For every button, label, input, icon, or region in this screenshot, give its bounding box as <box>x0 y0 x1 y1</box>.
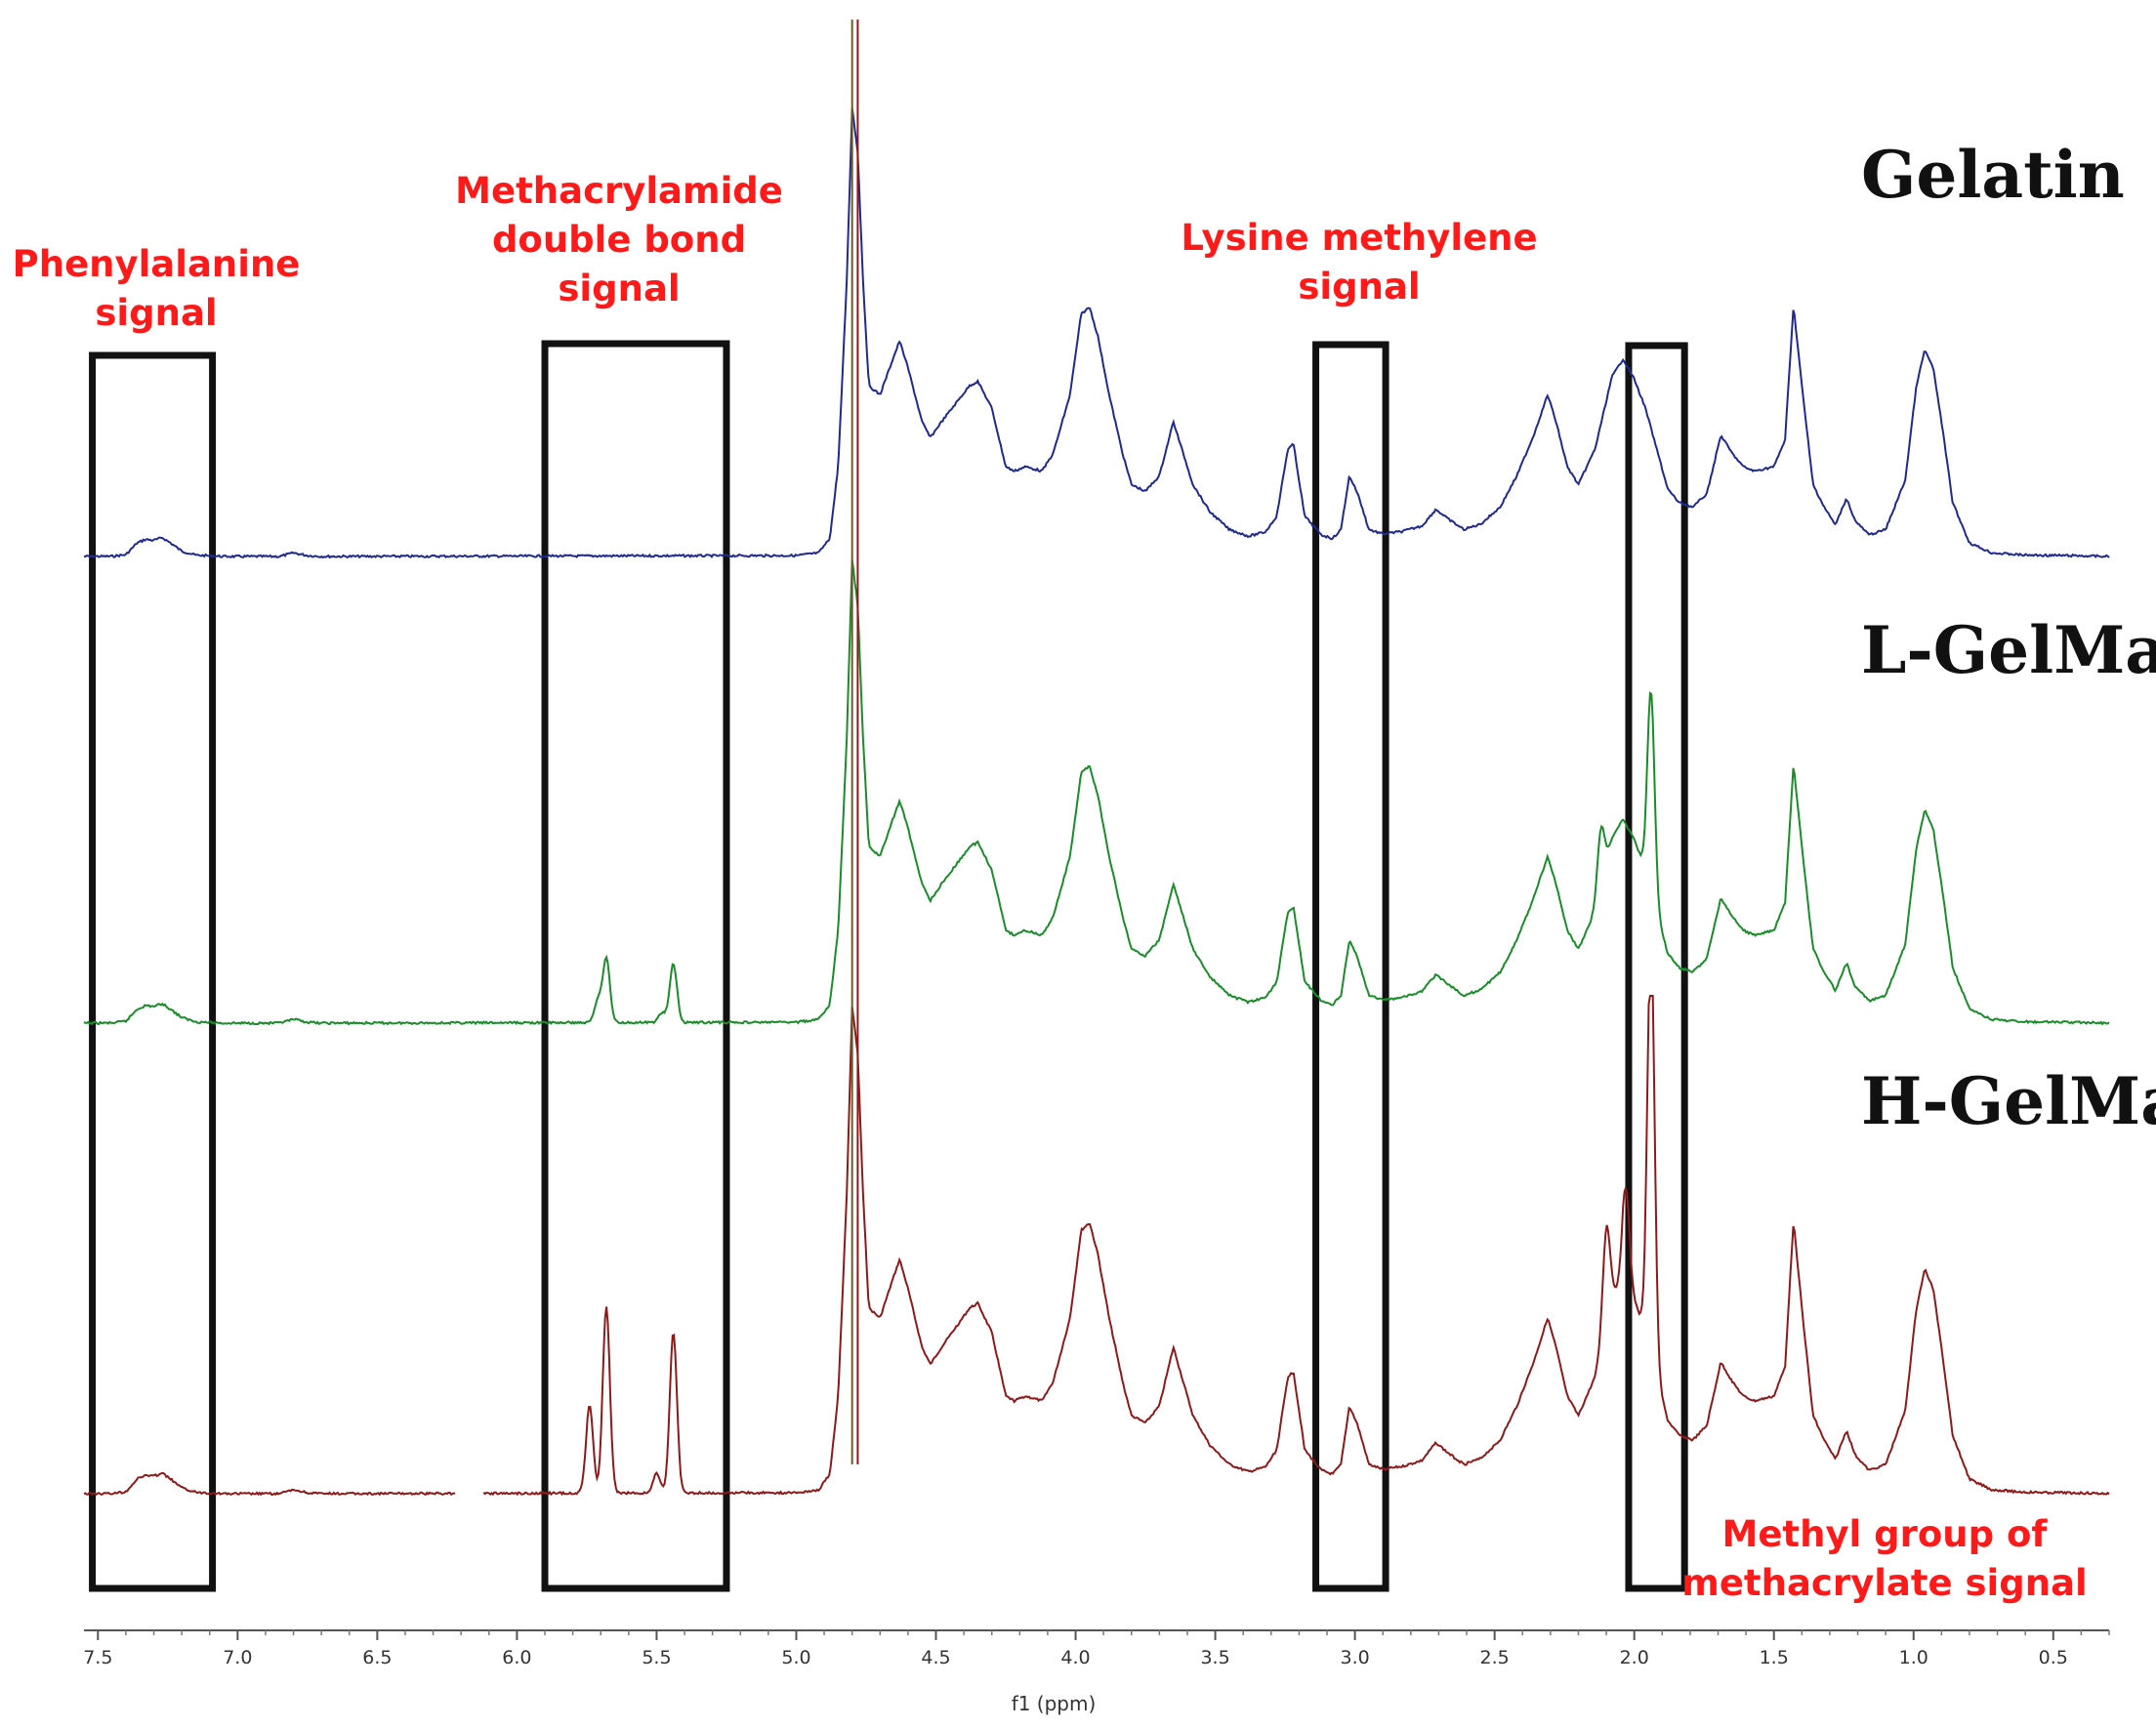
series-line-gelatin <box>83 108 2110 559</box>
x-tick-label: 7.0 <box>223 1647 252 1668</box>
series-line-h-gelma <box>83 995 2110 1497</box>
x-tick-label: 1.0 <box>1899 1647 1928 1668</box>
highlight-box <box>541 340 730 1592</box>
series-label-h-gelma: H-GelMa <box>1861 1063 2156 1139</box>
series-label-gelatin: Gelatin <box>1861 137 2125 213</box>
x-tick-label: 5.0 <box>781 1647 810 1668</box>
x-tick-label: 3.5 <box>1200 1647 1229 1668</box>
x-tick-label: 2.0 <box>1620 1647 1649 1668</box>
annotation-text: Methacrylamide <box>455 170 783 212</box>
spectrum-traces <box>83 20 2110 1497</box>
x-tick-label: 5.5 <box>642 1647 671 1668</box>
x-tick-label: 4.0 <box>1060 1647 1090 1668</box>
x-tick-label: 4.5 <box>921 1647 950 1668</box>
annotation-text: Lysine methylene <box>1181 217 1537 259</box>
annotation-text: Phenylalanine <box>13 243 301 285</box>
x-axis-ticks: 7.5 7.0 6.5 6.0 5.5 5.0 4.5 4.0 3.5 3.0 2.5 2.0 1.5 1… <box>83 1630 2110 1668</box>
x-tick-label: 2.5 <box>1480 1647 1510 1668</box>
x-tick-label: 6.5 <box>362 1647 392 1668</box>
x-tick-label: 7.5 <box>83 1647 112 1668</box>
annotation-text: methacrylate signal <box>1681 1562 2087 1604</box>
series-label-l-gelma: L-GelMa <box>1861 612 2156 688</box>
highlight-boxes <box>89 340 1688 1592</box>
annotation-text: Methyl group of <box>1722 1513 2049 1555</box>
x-tick-label: 0.5 <box>2039 1647 2068 1668</box>
x-tick-label: 6.0 <box>502 1647 531 1668</box>
x-axis-label: f1 (ppm) <box>1012 1692 1097 1715</box>
x-tick-label: 1.5 <box>1760 1647 1789 1668</box>
highlight-box <box>89 351 217 1592</box>
highlight-box <box>1625 342 1688 1592</box>
highlight-box <box>1312 341 1389 1592</box>
annotation-text: signal <box>558 267 680 309</box>
annotations: Phenylalanine signal Methacrylamide double … <box>13 170 2088 1604</box>
annotation-text: signal <box>95 292 217 334</box>
series-line-l-gelma <box>83 559 2110 1026</box>
annotation-text: signal <box>1298 266 1420 308</box>
x-tick-label: 3.0 <box>1341 1647 1370 1668</box>
annotation-text: double bond <box>492 219 746 261</box>
